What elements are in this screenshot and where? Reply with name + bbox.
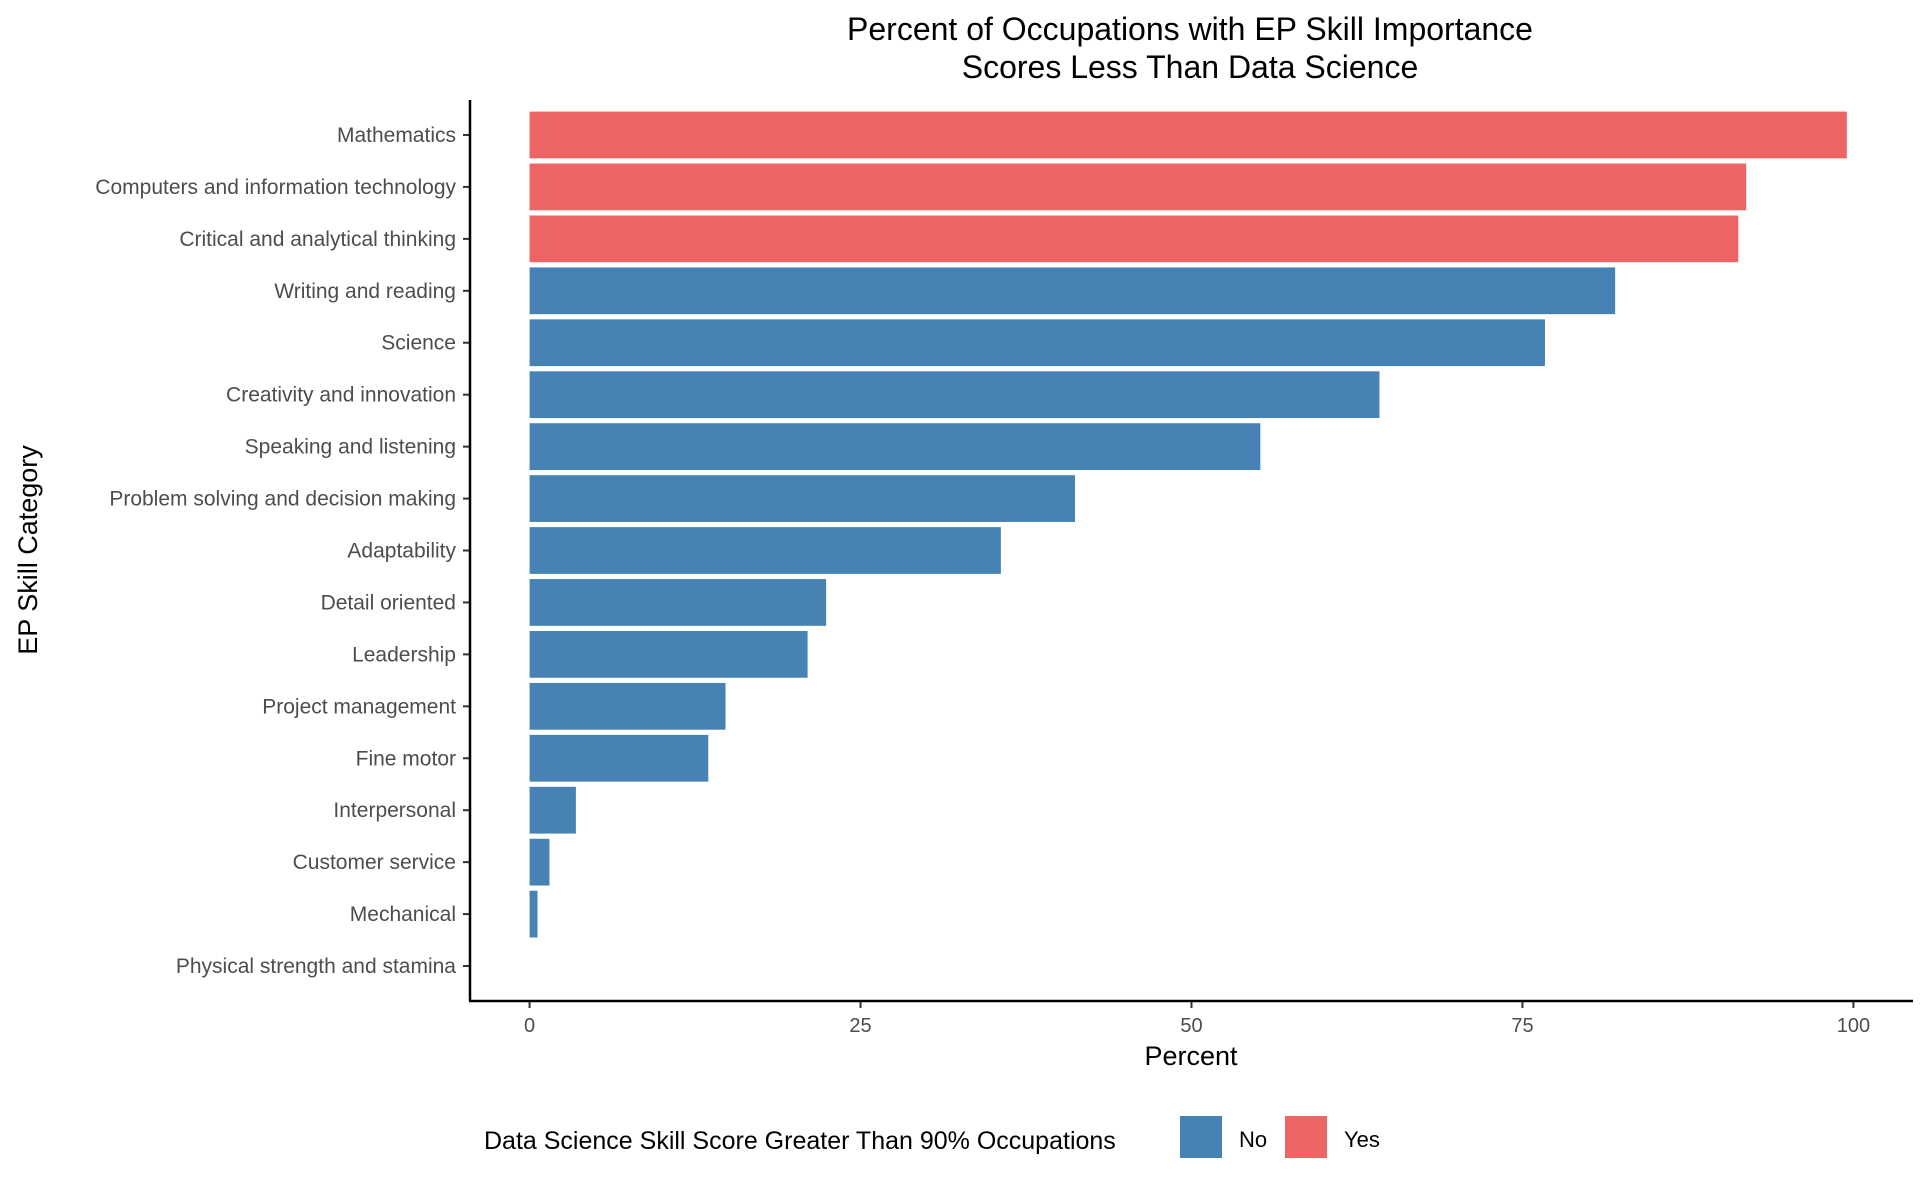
x-tick-label: 25 xyxy=(849,1015,871,1037)
x-tick-label: 75 xyxy=(1511,1015,1533,1037)
category-label: Physical strength and stamina xyxy=(176,955,456,978)
legend-label-yes: Yes xyxy=(1344,1127,1380,1152)
chart-title-line-2: Scores Less Than Data Science xyxy=(962,49,1419,85)
bar-creativity-and-innovation xyxy=(529,371,1380,419)
bar-mechanical xyxy=(529,890,538,938)
category-label: Interpersonal xyxy=(333,799,456,822)
bar-project-management xyxy=(529,682,726,730)
category-label: Project management xyxy=(262,695,456,718)
category-label: Leadership xyxy=(352,643,456,666)
category-label: Science xyxy=(381,332,456,355)
bar-science xyxy=(529,319,1545,367)
bar-problem-solving-and-decision-making xyxy=(529,475,1076,522)
category-label: Writing and reading xyxy=(274,280,456,303)
category-label: Adaptability xyxy=(347,540,456,563)
bar-customer-service xyxy=(529,838,550,886)
legend: Data Science Skill Score Greater Than 90… xyxy=(484,1116,1380,1158)
category-label: Mathematics xyxy=(337,124,456,147)
bar-critical-and-analytical-thinking xyxy=(529,215,1739,263)
bar-mathematics xyxy=(529,111,1847,159)
category-label: Computers and information technology xyxy=(95,176,456,199)
category-label: Speaking and listening xyxy=(245,436,456,459)
legend-title: Data Science Skill Score Greater Than 90… xyxy=(484,1127,1116,1155)
category-label: Fine motor xyxy=(356,747,456,770)
category-label: Critical and analytical thinking xyxy=(179,228,456,251)
category-label: Customer service xyxy=(293,851,456,874)
x-tick-label: 50 xyxy=(1180,1015,1202,1037)
bar-speaking-and-listening xyxy=(529,423,1261,470)
legend-label-no: No xyxy=(1239,1127,1267,1152)
y-axis-title: EP Skill Category xyxy=(13,445,43,655)
bar-computers-and-information-technology xyxy=(529,163,1747,211)
bar-interpersonal xyxy=(529,786,576,834)
x-tick-label: 0 xyxy=(524,1015,535,1037)
legend-swatch-yes xyxy=(1285,1116,1327,1158)
x-tick-label: 100 xyxy=(1837,1015,1870,1037)
category-label: Detail oriented xyxy=(321,591,456,614)
x-axis-title: Percent xyxy=(1144,1041,1238,1071)
bar-detail-oriented xyxy=(529,579,827,626)
bar-fine-motor xyxy=(529,734,709,782)
category-label: Problem solving and decision making xyxy=(109,488,456,511)
bar-leadership xyxy=(529,631,808,678)
bar-adaptability xyxy=(529,527,1001,574)
chart-title-line-1: Percent of Occupations with EP Skill Imp… xyxy=(847,11,1533,47)
category-label: Creativity and innovation xyxy=(226,384,456,407)
bar-writing-and-reading xyxy=(529,267,1616,315)
category-label: Mechanical xyxy=(350,903,456,926)
category-labels: Mathematics Computers and information tec… xyxy=(95,124,456,978)
legend-swatch-no xyxy=(1180,1116,1222,1158)
bar-group xyxy=(529,111,1847,938)
x-axis-ticks: 0 25 50 75 100 xyxy=(524,1001,1870,1037)
